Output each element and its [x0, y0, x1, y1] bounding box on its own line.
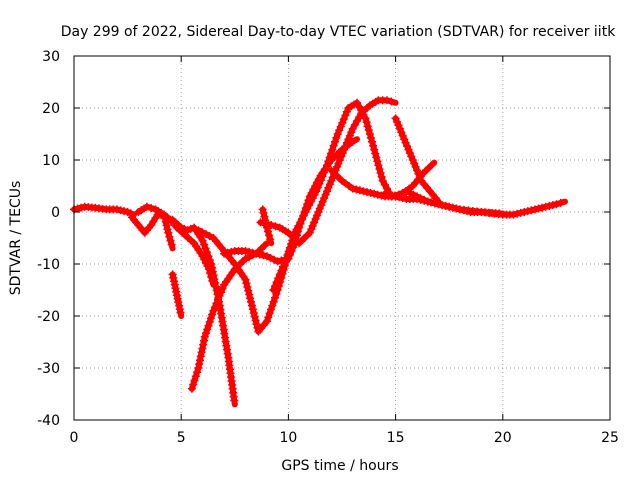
x-tick-labels: 0 5 10 15 20 25 [70, 430, 619, 446]
y-tick-label: -40 [37, 413, 60, 429]
series-arc-3 [134, 202, 176, 252]
series-arc-5 [168, 215, 239, 408]
y-tick-label: -20 [37, 309, 60, 325]
series-line [257, 97, 399, 247]
axis-ticks [73, 55, 611, 421]
y-axis-title: SDTVAR / TECUs [8, 181, 24, 296]
plot-frame [73, 55, 611, 421]
series-arc-13 [380, 189, 506, 218]
grid-lines [74, 56, 610, 420]
series-arc-14 [391, 114, 442, 205]
plus-markers [168, 270, 185, 317]
x-axis-title: GPS time / hours [281, 458, 398, 474]
series-arc-1 [70, 202, 137, 218]
y-tick-label: 10 [42, 153, 60, 169]
plus-markers [168, 215, 239, 405]
y-tick-label: -30 [37, 361, 60, 377]
plus-markers [380, 189, 504, 218]
x-tick-label: 10 [279, 430, 297, 446]
x-tick-label: 25 [601, 430, 619, 446]
y-tick-label: 0 [51, 205, 60, 221]
x-tick-label: 15 [387, 430, 405, 446]
chart-title: Day 299 of 2022, Sidereal Day-to-day VTE… [61, 24, 616, 40]
plus-markers [509, 198, 565, 219]
y-tick-label: -10 [37, 257, 60, 273]
y-tick-label: 30 [42, 49, 60, 65]
x-tick-label: 0 [70, 430, 79, 446]
data-series [70, 96, 568, 408]
y-tick-labels: -40 -30 -20 -10 0 10 20 30 [37, 49, 60, 429]
plus-markers [391, 114, 440, 203]
plus-markers [134, 202, 176, 249]
x-tick-label: 5 [177, 430, 186, 446]
series-arc-15 [509, 198, 568, 219]
y-tick-label: 20 [42, 101, 60, 117]
x-tick-label: 20 [494, 430, 512, 446]
series-arc-4 [168, 270, 185, 319]
